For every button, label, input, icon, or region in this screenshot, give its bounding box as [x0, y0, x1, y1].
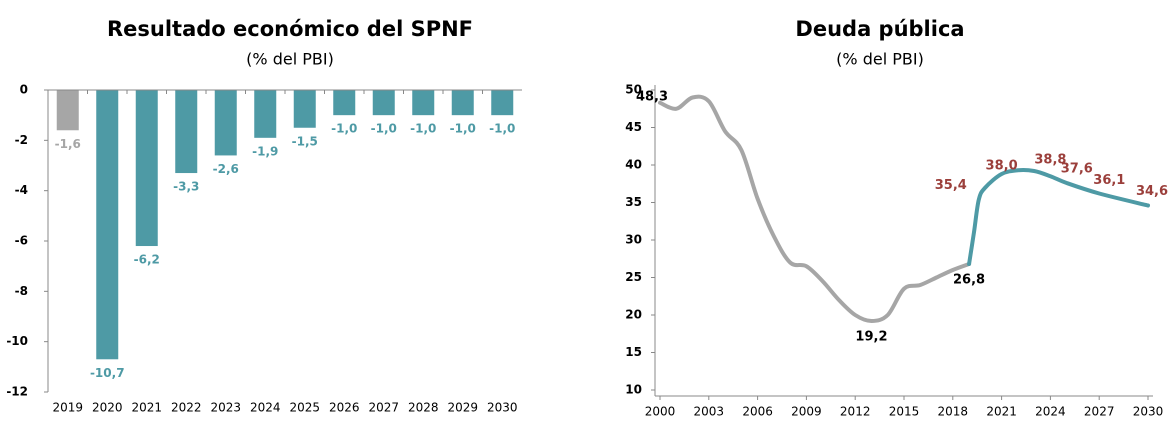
- x-tick-label: 2018: [938, 405, 969, 419]
- bar: [372, 90, 395, 116]
- annotation: 38,8: [1034, 153, 1066, 168]
- x-tick-label: 2027: [1084, 405, 1115, 419]
- y-tick-label: -4: [15, 183, 28, 197]
- y-tick-label: 0: [20, 83, 28, 97]
- annotation: 26,8: [953, 273, 985, 288]
- annotation: 48,3: [636, 89, 668, 104]
- x-tick-label: 2027: [368, 401, 399, 415]
- line-series: [658, 94, 972, 324]
- y-tick-label: -8: [15, 284, 28, 298]
- x-tick-label: 2023: [210, 401, 241, 415]
- value-label: -2,6: [213, 162, 239, 176]
- bar: [56, 90, 79, 131]
- bar: [491, 90, 514, 116]
- y-tick-label: 25: [625, 270, 642, 284]
- y-tick-label: 50: [625, 83, 642, 97]
- bar: [451, 90, 474, 116]
- value-label: -1,0: [489, 122, 515, 136]
- x-tick-label: 2025: [289, 401, 320, 415]
- x-tick-label: 2028: [408, 401, 439, 415]
- y-tick-label: 30: [625, 233, 642, 247]
- y-tick-label: -2: [15, 133, 28, 147]
- y-tick-label: 45: [625, 120, 642, 134]
- annotation: 37,6: [1061, 162, 1093, 177]
- y-tick-label: 10: [625, 383, 642, 397]
- value-label: -1,6: [55, 137, 81, 151]
- x-tick-label: 2012: [840, 405, 871, 419]
- value-label: -1,0: [410, 122, 436, 136]
- value-label: -3,3: [173, 180, 199, 194]
- value-label: -1,0: [371, 122, 397, 136]
- x-tick-label: 2021: [131, 401, 162, 415]
- annotation: 35,4: [935, 178, 967, 193]
- bar: [254, 90, 277, 138]
- value-label: -1,5: [292, 134, 318, 148]
- value-label: -6,2: [134, 253, 160, 267]
- y-tick-label: 35: [625, 195, 642, 209]
- bar: [175, 90, 198, 174]
- annotation: 34,6: [1136, 184, 1168, 199]
- x-tick-label: 2022: [171, 401, 202, 415]
- bar: [96, 90, 119, 360]
- value-label: -10,7: [90, 366, 125, 380]
- x-tick-label: 2006: [742, 405, 773, 419]
- annotation: 19,2: [855, 330, 887, 345]
- x-tick-label: 2024: [1035, 405, 1066, 419]
- x-tick-label: 2000: [645, 405, 676, 419]
- value-label: -1,0: [331, 122, 357, 136]
- y-tick-label: 15: [625, 345, 642, 359]
- x-tick-label: 2024: [250, 401, 281, 415]
- x-tick-label: 2030: [1133, 405, 1164, 419]
- annotation: 36,1: [1093, 173, 1125, 188]
- value-label: -1,0: [450, 122, 476, 136]
- bar: [412, 90, 435, 116]
- x-tick-label: 2030: [487, 401, 518, 415]
- bar: [293, 90, 316, 128]
- x-tick-label: 2026: [329, 401, 360, 415]
- chart-subtitle: (% del PBI): [836, 50, 924, 69]
- y-tick-label: -12: [6, 385, 28, 399]
- x-tick-label: 2029: [447, 401, 478, 415]
- x-tick-label: 2020: [92, 401, 123, 415]
- chart-title: Deuda pública: [795, 17, 964, 41]
- bar: [214, 90, 237, 156]
- bar: [135, 90, 158, 247]
- line-series: [967, 168, 1150, 266]
- annotation: 38,0: [986, 159, 1018, 174]
- y-tick-label: 20: [625, 308, 642, 322]
- x-tick-label: 2015: [889, 405, 920, 419]
- bar: [333, 90, 356, 116]
- chart-subtitle: (% del PBI): [246, 50, 334, 69]
- chart-title: Resultado económico del SPNF: [107, 17, 473, 41]
- y-tick-label: 40: [625, 158, 642, 172]
- y-tick-label: -6: [15, 234, 28, 248]
- value-label: -1,9: [252, 144, 278, 158]
- x-tick-label: 2009: [791, 405, 822, 419]
- x-tick-label: 2003: [694, 405, 725, 419]
- x-tick-label: 2019: [52, 401, 83, 415]
- y-tick-label: -10: [6, 334, 28, 348]
- x-tick-label: 2021: [986, 405, 1017, 419]
